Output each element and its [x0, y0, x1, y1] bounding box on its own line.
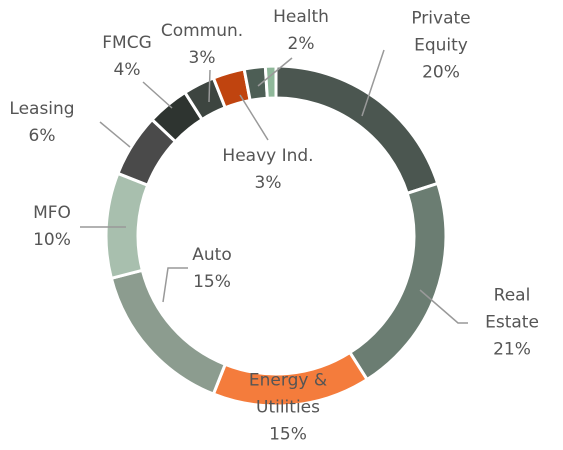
value-label: 6% — [28, 126, 56, 146]
category-label: FMCG — [102, 33, 152, 53]
slice-label: Leasing 6% — [2, 96, 82, 150]
category-label: Private Equity — [411, 8, 471, 56]
slice — [263, 64, 278, 100]
category-label: Real Estate — [485, 285, 539, 333]
leader-line — [239, 94, 269, 141]
leader-line — [99, 121, 131, 148]
leader-line — [162, 267, 188, 303]
category-label: Commun. — [160, 21, 244, 41]
leader-line — [208, 69, 211, 103]
leader-line — [142, 81, 173, 109]
slice-label: FMCG 4% — [92, 30, 162, 84]
category-label: Energy & Utilities — [248, 370, 328, 418]
value-label: 15% — [269, 424, 307, 445]
category-label: Auto — [192, 245, 232, 265]
leader-line — [257, 57, 293, 87]
slice-label: Commun. 3% — [157, 18, 247, 72]
slice-label: Health 2% — [266, 4, 336, 58]
value-label: 3% — [254, 173, 282, 193]
category-label: Heavy Ind. — [222, 146, 314, 166]
value-label: 10% — [33, 230, 71, 250]
value-label: 2% — [287, 34, 315, 54]
slice-label: MFO 10% — [22, 200, 82, 254]
slice-label: Auto 15% — [177, 242, 247, 296]
slice — [104, 171, 150, 281]
value-label: 21% — [493, 339, 531, 360]
category-label: Health — [273, 7, 329, 27]
category-label: Leasing — [9, 99, 75, 119]
slice — [347, 181, 448, 382]
slice-label: Real Estate 21% — [482, 283, 542, 364]
value-label: 15% — [193, 272, 231, 292]
value-label: 4% — [113, 60, 141, 80]
value-label: 20% — [422, 62, 460, 83]
slice-label: Heavy Ind. 3% — [203, 143, 333, 197]
slice-label: Private Equity 20% — [401, 6, 481, 87]
leader-line — [361, 49, 385, 117]
category-label: MFO — [33, 203, 71, 223]
leader-line — [419, 289, 468, 324]
value-label: 3% — [188, 48, 216, 68]
slice-label: Energy & Utilities 15% — [233, 368, 343, 449]
